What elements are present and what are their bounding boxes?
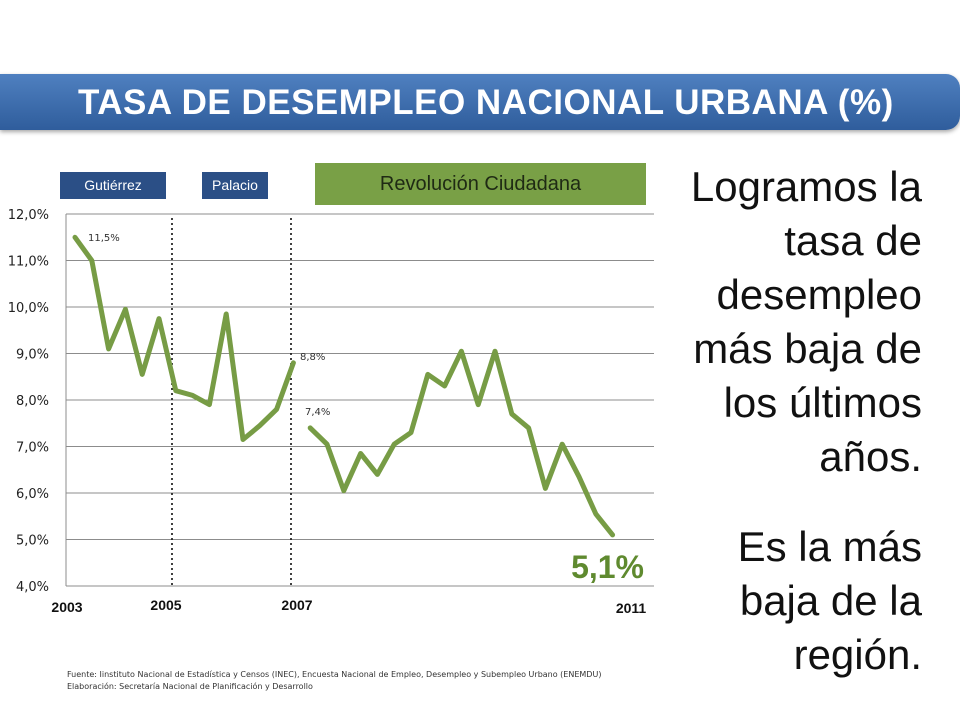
data-label: 7,4% [305, 407, 330, 418]
message-line: tasa de [784, 217, 922, 264]
y-tick-label: 8,0% [16, 394, 49, 409]
period-label-gutierrez: Gutiérrez [60, 172, 166, 199]
x-tick-label: 2003 [51, 599, 82, 615]
title-bar: TASA DE DESEMPLEO NACIONAL URBANA (%) [0, 74, 960, 130]
series-line [307, 348, 616, 538]
x-tick-label: 2005 [150, 597, 181, 613]
message-line: baja de la [739, 577, 922, 624]
y-tick-label: 10,0% [8, 301, 49, 316]
y-tick-label: 5,0% [16, 534, 49, 549]
source-fuente: Fuente: Iinstituto Nacional de Estadísti… [67, 670, 602, 679]
period-label-palacio: Palacio [202, 172, 268, 199]
message-line: región. [793, 631, 922, 678]
source-note: Fuente: Iinstituto Nacional de Estadísti… [67, 669, 601, 693]
message-line: desempleo [716, 271, 922, 318]
y-tick-label: 7,0% [16, 441, 49, 456]
message-line: más baja de [693, 325, 922, 372]
message-line: años. [819, 433, 922, 480]
data-label: 5,1% [571, 549, 644, 585]
message-line: Logramos la [690, 163, 922, 210]
data-label: 11,5% [88, 233, 120, 244]
period-label-revolucion: Revolución Ciudadana [315, 163, 646, 205]
message-block-2: Es la más baja de la región. [738, 520, 922, 682]
series-line [72, 234, 296, 442]
data-label: 8,8% [300, 352, 325, 363]
y-tick-label: 12,0% [8, 208, 49, 223]
y-tick-label: 11,0% [8, 255, 49, 270]
message-line: los últimos [723, 379, 922, 426]
message-line: Es la más [737, 523, 922, 570]
x-tick-label: 2007 [281, 597, 312, 613]
message-block-1: Logramos la tasa de desempleo más baja d… [691, 160, 922, 484]
source-elaboracion: Elaboración: Secretaría Nacional de Plan… [67, 682, 313, 691]
y-tick-label: 9,0% [16, 348, 49, 363]
y-tick-label: 4,0% [16, 580, 49, 595]
y-tick-label: 6,0% [16, 487, 49, 502]
page-title: TASA DE DESEMPLEO NACIONAL URBANA (%) [78, 83, 894, 122]
x-tick-label: 2011 [616, 600, 647, 616]
